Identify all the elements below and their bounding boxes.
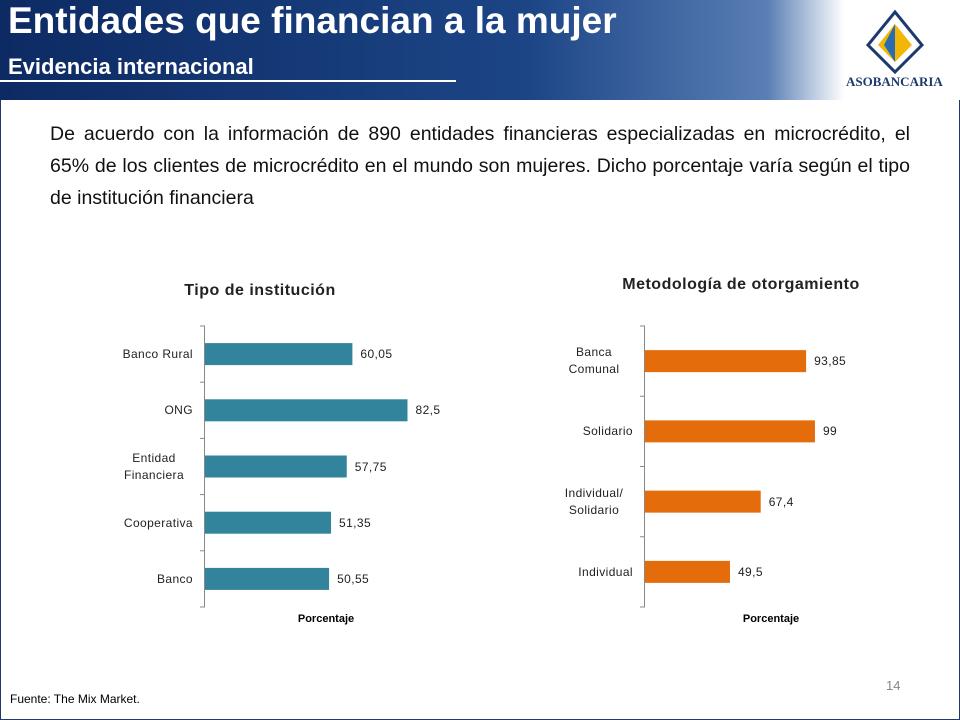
x-axis-label: Porcentaje <box>297 613 355 625</box>
category-text: Banco <box>156 571 193 586</box>
category-label: ONG <box>164 401 193 419</box>
bar <box>645 560 730 583</box>
x-axis-label: Porcentaje <box>742 613 800 625</box>
category-label: Solidario <box>583 422 633 440</box>
category-text: Cooperativa <box>123 515 193 530</box>
page-number: 14 <box>886 678 901 693</box>
bar <box>645 490 761 513</box>
value-label: 67,4 <box>768 494 794 509</box>
category-text: Banca Comunal <box>568 345 620 377</box>
category-label: Entidad Financiera <box>115 450 193 484</box>
value-label: 57,75 <box>354 459 387 474</box>
subtitle-underline <box>0 80 456 82</box>
value-label: 99 <box>822 424 838 439</box>
title: Entidades que financian a la mujer <box>8 0 617 41</box>
value-label: 60,05 <box>360 347 393 362</box>
value-label: 50,55 <box>337 571 370 586</box>
category-text: Individual <box>578 564 633 579</box>
bar <box>205 343 353 366</box>
logo-text: ASOBANCARIA <box>846 74 943 89</box>
body-text: De acuerdo con la información de 890 ent… <box>50 123 910 209</box>
header: Entidades que financian a la mujer Evide… <box>0 0 960 100</box>
bar <box>205 567 330 590</box>
category-label: Banco Rural <box>123 345 193 363</box>
chart-title: Metodología de otorgamiento <box>622 276 860 293</box>
bar <box>205 455 347 478</box>
category-label: Banca Comunal <box>555 344 633 378</box>
category-text: Banco Rural <box>122 347 193 362</box>
category-label: Individual/ Solidario <box>555 485 633 519</box>
category-text: ONG <box>164 403 193 418</box>
value-label: 93,85 <box>814 354 847 369</box>
category-text: Solidario <box>582 424 633 439</box>
category-label: Banco <box>157 570 193 588</box>
value-label: 49,5 <box>737 564 763 579</box>
bar <box>645 420 815 443</box>
category-label: Cooperativa <box>124 514 193 532</box>
value-label: 51,35 <box>339 515 372 530</box>
source: Fuente: The Mix Market. <box>10 692 140 706</box>
bar <box>645 350 807 373</box>
value-label: 82,5 <box>415 403 441 418</box>
category-text: Individual/ Solidario <box>564 485 624 517</box>
chart-title: Tipo de institución <box>184 282 336 299</box>
category-text: Entidad Financiera <box>123 450 185 482</box>
bar <box>205 399 408 422</box>
bar <box>205 511 332 534</box>
logo <box>865 9 925 75</box>
subtitle: Evidencia internacional <box>8 54 254 79</box>
category-label: Individual <box>578 563 633 581</box>
